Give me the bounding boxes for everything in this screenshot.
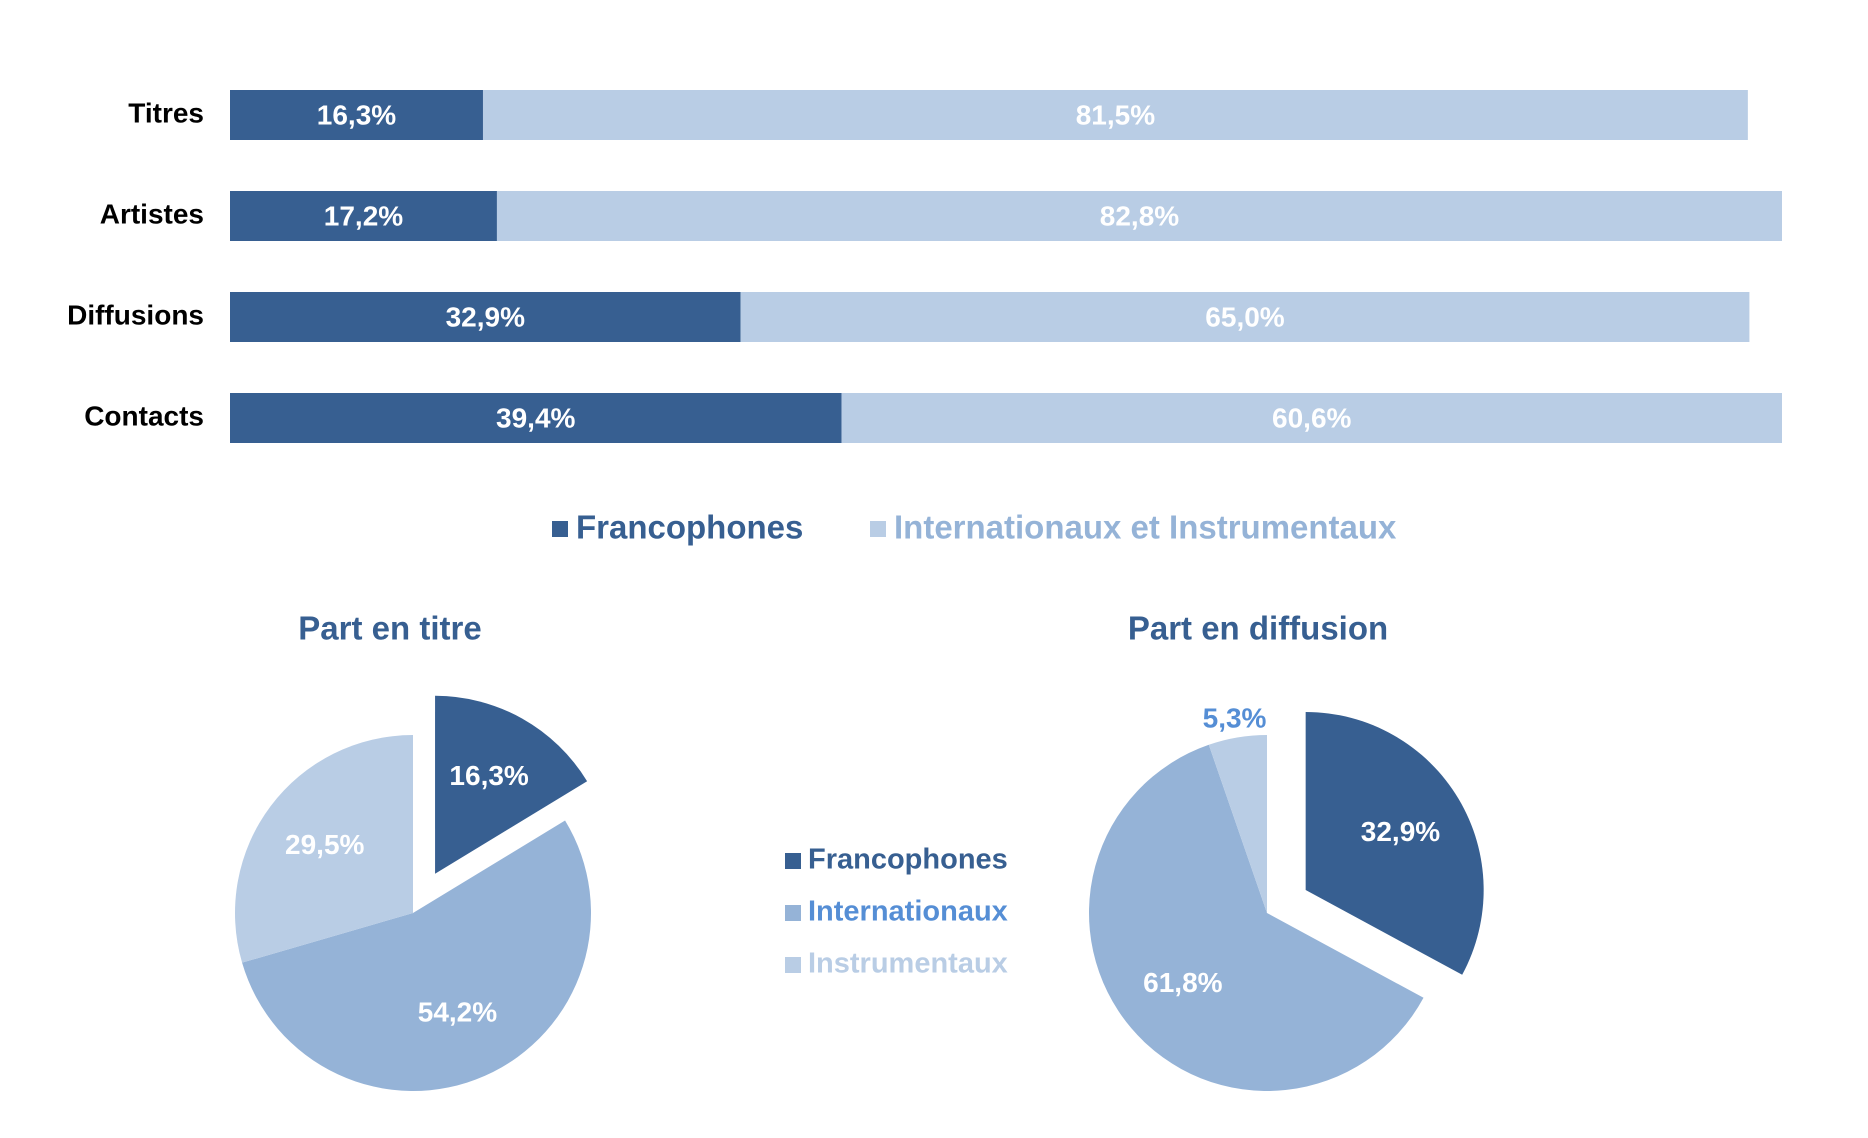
bar-segment <box>496 191 1783 241</box>
pie-slice <box>1208 735 1267 913</box>
value-label: 60,6% <box>1272 402 1351 433</box>
value-label: 16,3% <box>449 760 528 791</box>
bar-segment <box>230 191 497 241</box>
legend-swatch <box>870 521 886 537</box>
value-label: 32,9% <box>446 301 525 332</box>
category-label: Titres <box>128 97 204 128</box>
pie-slice <box>1089 744 1424 1091</box>
value-label: 29,5% <box>285 829 364 860</box>
value-label: 65,0% <box>1205 301 1284 332</box>
category-label: Diffusions <box>67 299 204 330</box>
bar-segment <box>841 393 1782 443</box>
pie-slice <box>234 735 413 963</box>
pie-slice <box>435 695 588 874</box>
legend-label: Internationaux et Instrumentaux <box>894 509 1397 546</box>
value-label: 39,4% <box>496 402 575 433</box>
bar-segment <box>482 90 1748 140</box>
bar-segment <box>230 393 842 443</box>
pie-title: Part en diffusion <box>1128 610 1388 647</box>
value-label: 16,3% <box>317 99 396 130</box>
bar-segment <box>740 292 1750 342</box>
legend-label: Internationaux <box>808 896 1008 928</box>
pie-title: Part en titre <box>298 610 481 647</box>
value-label: 82,8% <box>1100 200 1179 231</box>
legend-swatch <box>552 521 568 537</box>
legend-label: Instrumentaux <box>808 948 1008 980</box>
value-label: 17,2% <box>324 200 403 231</box>
category-label: Artistes <box>100 198 204 229</box>
legend-label: Francophones <box>576 509 803 546</box>
value-label: 32,9% <box>1361 816 1440 847</box>
bar-segment <box>230 90 483 140</box>
legend-label: Francophones <box>808 844 1008 876</box>
value-label: 81,5% <box>1076 99 1155 130</box>
category-label: Contacts <box>84 400 204 431</box>
legend-swatch <box>785 853 801 869</box>
legend-swatch <box>785 957 801 973</box>
legend-swatch <box>785 905 801 921</box>
value-label: 61,8% <box>1143 967 1222 998</box>
bar-segment <box>230 292 741 342</box>
pie-slice <box>242 820 591 1091</box>
value-label: 54,2% <box>418 996 497 1027</box>
value-label: 5,3% <box>1203 702 1267 733</box>
pie-slice <box>1305 711 1484 975</box>
